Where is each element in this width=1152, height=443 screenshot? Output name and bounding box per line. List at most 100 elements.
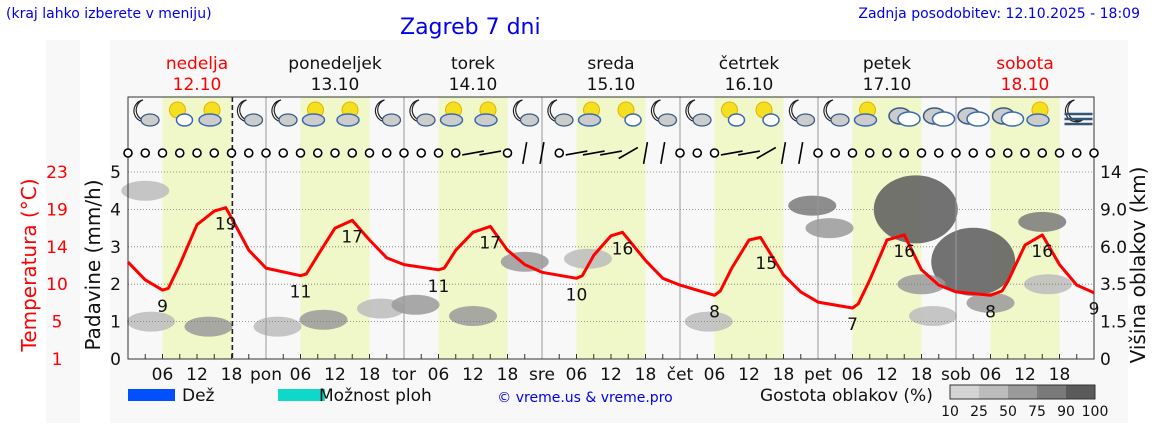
day-name: nedelja [166, 54, 228, 74]
precip-tick-label: 2 [110, 275, 121, 295]
sun-cloud-icon [853, 101, 878, 127]
cloud-height-tick-label: 6.0 [1100, 238, 1127, 258]
temp-tick-label: 1 [52, 350, 63, 370]
cloud-icon [931, 111, 956, 127]
hour-tick-label: 12 [324, 365, 346, 385]
day-tick-label: sre [529, 365, 555, 385]
temp-extreme-label: 15 [755, 254, 777, 274]
wind-barb-icon [565, 150, 588, 156]
temp-axis-title: Temperatura (°C) [17, 178, 41, 352]
day-tick-label: čet [667, 365, 694, 385]
hour-tick-label: 18 [221, 365, 243, 385]
hour-tick-label: 12 [876, 365, 898, 385]
cloud-icon [519, 113, 540, 127]
wind-calm-icon [399, 148, 409, 158]
wind-calm-icon [1089, 148, 1099, 158]
cloud-icon [140, 113, 160, 127]
sun-cloud-icon [336, 101, 360, 127]
precip-tick-label: 5 [110, 163, 121, 183]
moon-cloud-icon [236, 99, 264, 127]
cloud-icon [795, 113, 816, 127]
cloud-density-scale-frame [949, 384, 1096, 400]
copyright-link[interactable]: © vreme.us & vreme.pro [497, 390, 672, 406]
moon-cloud-icon [547, 99, 574, 127]
temp-tick-label: 10 [46, 275, 68, 295]
cloud-height-axis-title: Višina oblakov (km) [1126, 167, 1150, 364]
wind-barb-icon [582, 150, 605, 156]
location-hint: (kraj lahko izberete v meniju) [6, 6, 212, 22]
cloud-icon [278, 113, 298, 127]
temp-tick-label: 19 [46, 200, 68, 220]
temp-extreme-label: 11 [428, 277, 450, 297]
precip-tick-label: 4 [110, 200, 121, 220]
hour-tick-label: 12 [738, 365, 760, 385]
cloud-density-swatch [1037, 385, 1066, 399]
wind-calm-icon [554, 148, 565, 158]
cloud-height-tick-label: 1.5 [1100, 313, 1127, 333]
wind-calm-icon [813, 148, 823, 158]
wind-calm-icon [312, 148, 323, 158]
cloud-density-blob [873, 175, 958, 244]
wind-barb-icon [522, 142, 528, 164]
cloud-icon [243, 113, 264, 127]
wind-calm-icon [433, 148, 444, 158]
temp-extreme-label: 9 [157, 297, 168, 317]
wind-calm-icon [157, 148, 168, 158]
temp-extreme-label: 7 [847, 315, 858, 335]
hour-tick-label: 18 [635, 365, 657, 385]
cloud-icon [474, 113, 498, 127]
moon-cloud-icon [512, 99, 540, 127]
sun-cloud-icon [474, 101, 498, 127]
cloud-icon [830, 113, 850, 127]
wind-calm-icon [916, 148, 927, 158]
last-updated: Zadnja posodobitev: 12.10.2025 - 18:09 [858, 6, 1140, 22]
temp-extreme-label: 9 [1089, 300, 1100, 320]
wind-calm-icon [174, 148, 185, 158]
storm-legend-label: Možnost ploh [319, 386, 432, 406]
cloud-icon [336, 113, 360, 127]
temp-extreme-label: 11 [290, 283, 312, 303]
wind-calm-icon [1020, 148, 1030, 158]
wind-barb-icon [738, 150, 760, 156]
wind-calm-icon [968, 148, 979, 158]
cloud-density-swatch [1008, 385, 1037, 399]
wind-calm-icon [1054, 148, 1065, 158]
day-tick-label: tor [392, 365, 416, 385]
wind-calm-icon [416, 148, 427, 158]
moon-cloud-icon [823, 99, 850, 127]
temp-extreme-label: 16 [612, 239, 634, 259]
cloud-density-blob [564, 248, 612, 269]
wind-barb-icon [756, 146, 777, 160]
hour-tick-label: 06 [842, 365, 864, 385]
wind-calm-icon [261, 148, 271, 158]
cloud-height-tick-label: 3.5 [1100, 275, 1127, 295]
hour-tick-label: 12 [600, 365, 622, 385]
precip-tick-label: 3 [110, 238, 121, 258]
cloud-icon [624, 113, 642, 127]
wind-calm-icon [330, 148, 340, 158]
temp-tick-label: 14 [46, 238, 68, 258]
cloud-density-scale-label: 50 [999, 404, 1017, 420]
cloud-density-blob [391, 294, 440, 315]
wind-barb-icon [600, 150, 622, 156]
cloud-density-blob [449, 305, 497, 326]
day-name: petek [863, 54, 911, 74]
wind-calm-icon [347, 148, 358, 158]
wind-barb-icon [618, 146, 639, 160]
wind-calm-icon [847, 148, 858, 158]
moon-cloud-icon [133, 99, 160, 127]
wind-barb-icon [798, 142, 804, 164]
sun-small-cloud-icon [617, 101, 642, 127]
precip-tick-label: 0 [110, 350, 121, 370]
sun-cloud-icon [439, 101, 464, 127]
cloud-icon [175, 113, 194, 127]
wind-calm-icon [502, 148, 513, 158]
cloudy-icon [991, 107, 1025, 127]
wind-barb-icon [539, 142, 545, 164]
day-date: 17.10 [863, 75, 912, 95]
cloudy-icon [957, 107, 990, 127]
cloud-density-swatch [979, 385, 1008, 399]
wind-calm-icon [295, 148, 306, 158]
wind-calm-icon [243, 148, 254, 158]
